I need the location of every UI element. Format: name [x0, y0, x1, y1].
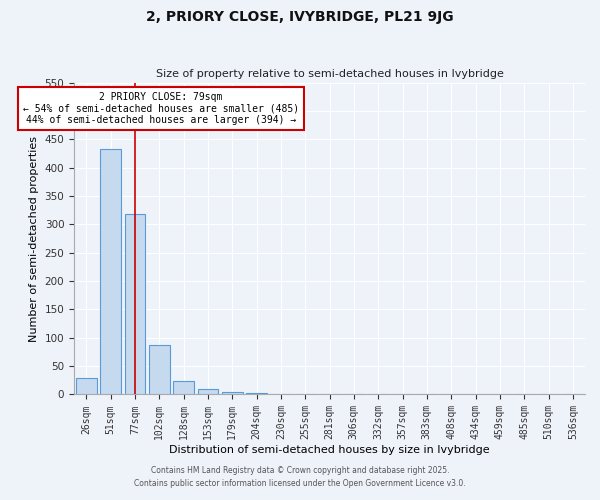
Bar: [149, 345, 170, 395]
Text: 2, PRIORY CLOSE, IVYBRIDGE, PL21 9JG: 2, PRIORY CLOSE, IVYBRIDGE, PL21 9JG: [146, 10, 454, 24]
Y-axis label: Number of semi-detached properties: Number of semi-detached properties: [29, 136, 39, 342]
Bar: [100, 150, 121, 394]
Bar: [173, 381, 194, 394]
Bar: [76, 378, 97, 394]
Text: Contains HM Land Registry data © Crown copyright and database right 2025.
Contai: Contains HM Land Registry data © Crown c…: [134, 466, 466, 487]
Title: Size of property relative to semi-detached houses in Ivybridge: Size of property relative to semi-detach…: [155, 69, 503, 79]
Bar: [197, 389, 218, 394]
Bar: [222, 392, 242, 394]
Bar: [246, 393, 267, 394]
X-axis label: Distribution of semi-detached houses by size in Ivybridge: Distribution of semi-detached houses by …: [169, 445, 490, 455]
Text: 2 PRIORY CLOSE: 79sqm
← 54% of semi-detached houses are smaller (485)
44% of sem: 2 PRIORY CLOSE: 79sqm ← 54% of semi-deta…: [23, 92, 299, 125]
Bar: [125, 214, 145, 394]
